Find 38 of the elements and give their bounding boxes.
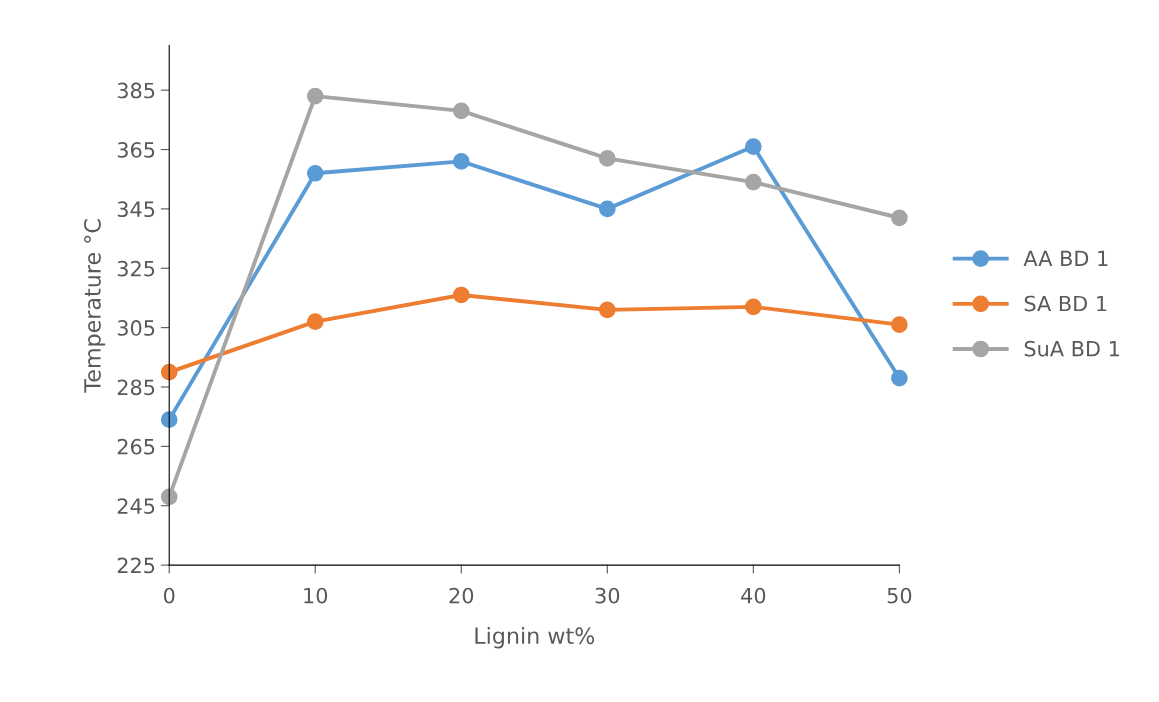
point xyxy=(160,411,178,428)
y-tick-label: 345 xyxy=(117,201,155,218)
point xyxy=(745,138,762,155)
y-tick-label: 325 xyxy=(117,260,155,277)
x-tick-label: 10 xyxy=(304,587,328,604)
point xyxy=(745,298,762,316)
point xyxy=(306,87,324,105)
point xyxy=(891,316,908,333)
y-tick-label: 225 xyxy=(117,557,155,574)
point xyxy=(452,102,470,120)
x-tick-label: 50 xyxy=(887,587,912,604)
y-tick-label: 305 xyxy=(117,320,155,336)
point xyxy=(306,164,324,182)
y-tick-label: 365 xyxy=(117,141,155,158)
legend-label: SuA BD 1 xyxy=(1024,340,1119,357)
point xyxy=(452,153,470,170)
y-tick-label: 285 xyxy=(117,379,155,396)
y-tick-label: 265 xyxy=(117,438,155,455)
point xyxy=(745,173,762,191)
legend-label: AA BD 1 xyxy=(1023,250,1108,266)
y-tick-label: 385 xyxy=(117,82,155,99)
point xyxy=(598,200,616,218)
point xyxy=(160,363,178,381)
x-tick-label: 40 xyxy=(741,587,766,604)
x-axis-title: Lignin wt% xyxy=(475,626,595,649)
point xyxy=(160,488,178,506)
point xyxy=(598,150,616,167)
x-tick-label: 30 xyxy=(595,587,620,604)
point xyxy=(306,313,324,331)
y-tick-label: 245 xyxy=(117,498,155,514)
x-tick-label: 0 xyxy=(163,587,175,604)
y-axis-title: Temperature °C xyxy=(84,219,106,393)
legend-label: SA BD 1 xyxy=(1024,295,1107,312)
point xyxy=(598,301,616,319)
x-tick-label: 20 xyxy=(449,587,474,604)
point xyxy=(891,369,908,387)
point xyxy=(452,286,470,304)
point xyxy=(891,209,908,227)
